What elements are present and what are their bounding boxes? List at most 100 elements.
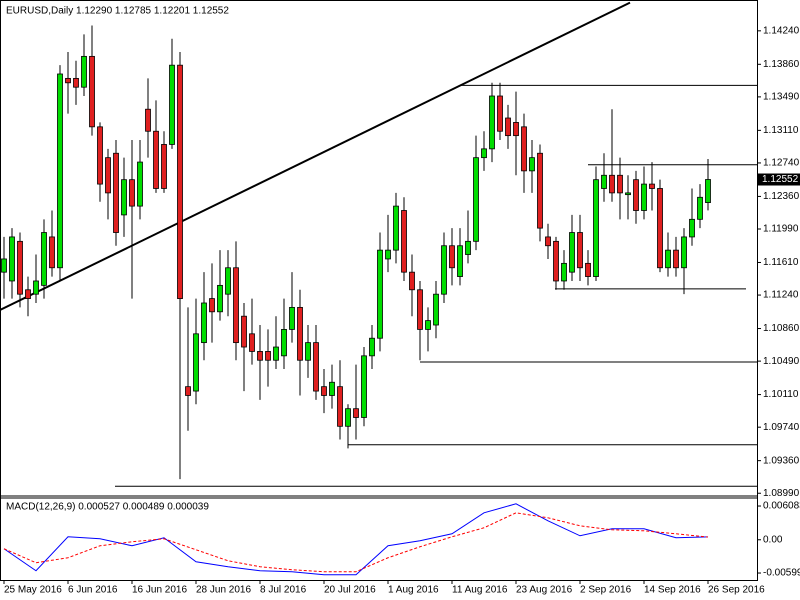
candle-body [665,249,671,269]
y-tick-label: 1.10860 [763,323,800,334]
candle-body [625,192,631,196]
indicator-title: MACD(12,26,9) 0.000527 0.000489 0.000039 [6,502,209,513]
candle-body [657,188,663,269]
candle-body [201,302,207,344]
candle-body [593,179,599,277]
x-tick-label: 23 Aug 2016 [516,585,573,596]
candle-body [145,108,151,132]
candle-body [169,64,175,145]
candle-body [521,126,527,172]
candle-body [33,280,39,295]
candle-body [217,284,223,313]
candle-body [329,381,335,396]
candle-body [561,262,567,282]
candle-body [609,174,615,194]
candle-body [49,236,55,269]
candle-body [193,333,199,392]
candle-body [25,289,31,299]
y-tick-label: 1.13860 [763,59,800,70]
x-tick-label: 8 Jul 2016 [260,585,307,596]
candle-body [97,126,103,185]
candle-body [225,267,231,295]
candle-body [17,240,23,295]
candle-body [273,346,279,361]
candle-body [681,236,687,269]
x-tick-label: 6 Jun 2016 [68,585,118,596]
candle-body [57,73,63,269]
candle-body [345,408,351,427]
x-tick-label: 2 Sep 2016 [580,585,632,596]
candle-body [529,157,535,172]
candle-body [1,258,7,273]
candle-body [449,245,455,269]
candle-body [185,386,191,396]
candle-body [313,342,319,392]
candle-body [473,157,479,242]
candle-body [505,117,511,137]
candle-body [417,289,423,330]
candle-body [129,179,135,207]
trendline [0,1,631,311]
x-tick-label: 28 Jun 2016 [196,585,251,596]
candle-body [513,122,519,137]
y-tick-label: 1.12360 [763,191,800,202]
x-tick-label: 11 Aug 2016 [452,585,508,596]
candle-body [385,249,391,260]
candle-body [545,236,551,247]
y-tick-label: 1.12740 [763,158,800,169]
candle-body [377,249,383,339]
y-tick-label: 1.13110 [763,125,799,136]
candle-body [537,152,543,229]
candle-body [441,245,447,295]
candle-body [465,240,471,255]
y-tick-label: 1.11990 [763,224,799,235]
candle-body [233,267,239,344]
frame [0,0,758,581]
candle-body [249,333,255,352]
candle-body [9,236,15,282]
candle-body [177,64,183,299]
candle-body [577,232,583,269]
candle-body [241,315,247,348]
candle-body [353,408,359,418]
candle-body [257,351,263,361]
candle-body [41,232,47,286]
candle-body [393,205,399,251]
candle-body [569,232,575,273]
y-tick-label: 0.006083 [763,501,800,512]
x-tick-label: 20 Jul 2016 [324,585,376,596]
candle-body [153,130,159,189]
y-tick-label: 1.10110 [763,389,799,400]
price-label-box [758,173,800,186]
candle-body [705,179,711,203]
candle-body [281,329,287,357]
y-tick-label: 1.09740 [763,422,800,433]
candle-body [425,320,431,330]
y-tick-label: 1.09360 [763,455,800,466]
candle-body [601,174,607,189]
candle-body [489,95,495,150]
candle-body [697,196,703,220]
candle-body [305,342,311,361]
y-tick-label: 1.11610 [763,257,799,268]
x-tick-label: 14 Sep 2016 [644,585,701,596]
y-tick-label: 1.14240 [763,25,800,36]
candle-body [457,245,463,277]
candle-body [265,351,271,361]
y-tick-label: 1.11240 [763,290,799,301]
candle-body [105,157,111,194]
candle-body [409,271,415,291]
candle-body [641,183,647,211]
candle-body [673,249,679,269]
x-tick-label: 1 Aug 2016 [388,585,439,596]
candle-body [497,95,503,132]
indicator-line [3,512,709,573]
y-tick-label: -0.005993 [763,568,800,579]
candle-body [161,144,167,189]
candle-body [337,386,343,427]
candle-body [401,210,407,273]
y-tick-label: 1.08990 [763,488,800,499]
candle-body [209,298,215,313]
